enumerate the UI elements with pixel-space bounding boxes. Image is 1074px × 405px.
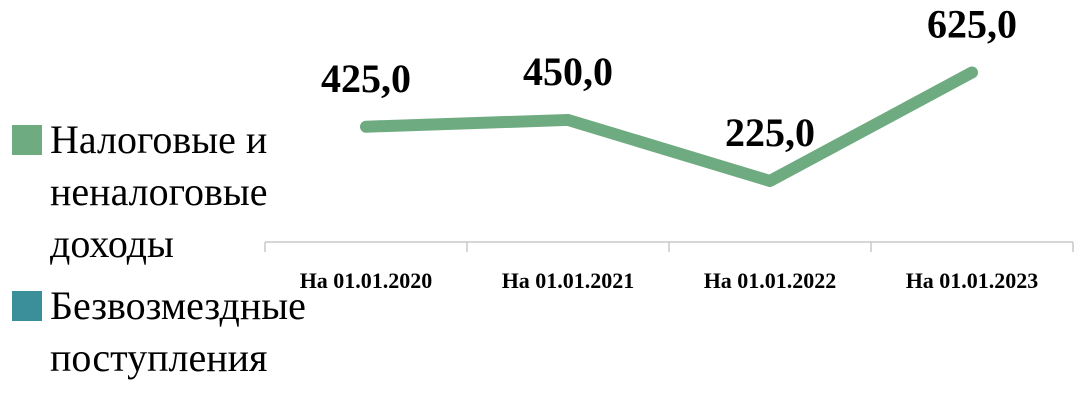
x-tick-label: На 01.01.2023 bbox=[906, 268, 1039, 293]
legend-item: Налоговые и неналоговые доходы bbox=[12, 114, 342, 270]
data-label: 625,0 bbox=[927, 2, 1017, 47]
legend: Налоговые и неналоговые доходы Безвозмезд… bbox=[12, 114, 342, 394]
data-label: 425,0 bbox=[321, 56, 411, 101]
legend-swatch bbox=[12, 125, 42, 155]
line-series bbox=[360, 66, 978, 187]
x-tick-label: На 01.01.2022 bbox=[704, 268, 837, 293]
legend-label: Налоговые и неналоговые доходы bbox=[50, 117, 268, 266]
x-tick-label: На 01.01.2020 bbox=[300, 268, 433, 293]
data-label: 450,0 bbox=[523, 49, 613, 94]
legend-label: Безвозмездные поступления bbox=[50, 283, 306, 380]
data-label: 225,0 bbox=[725, 110, 815, 155]
x-tick-label: На 01.01.2021 bbox=[502, 268, 635, 293]
legend-item: Безвозмездные поступления bbox=[12, 280, 342, 384]
legend-swatch bbox=[12, 291, 42, 321]
